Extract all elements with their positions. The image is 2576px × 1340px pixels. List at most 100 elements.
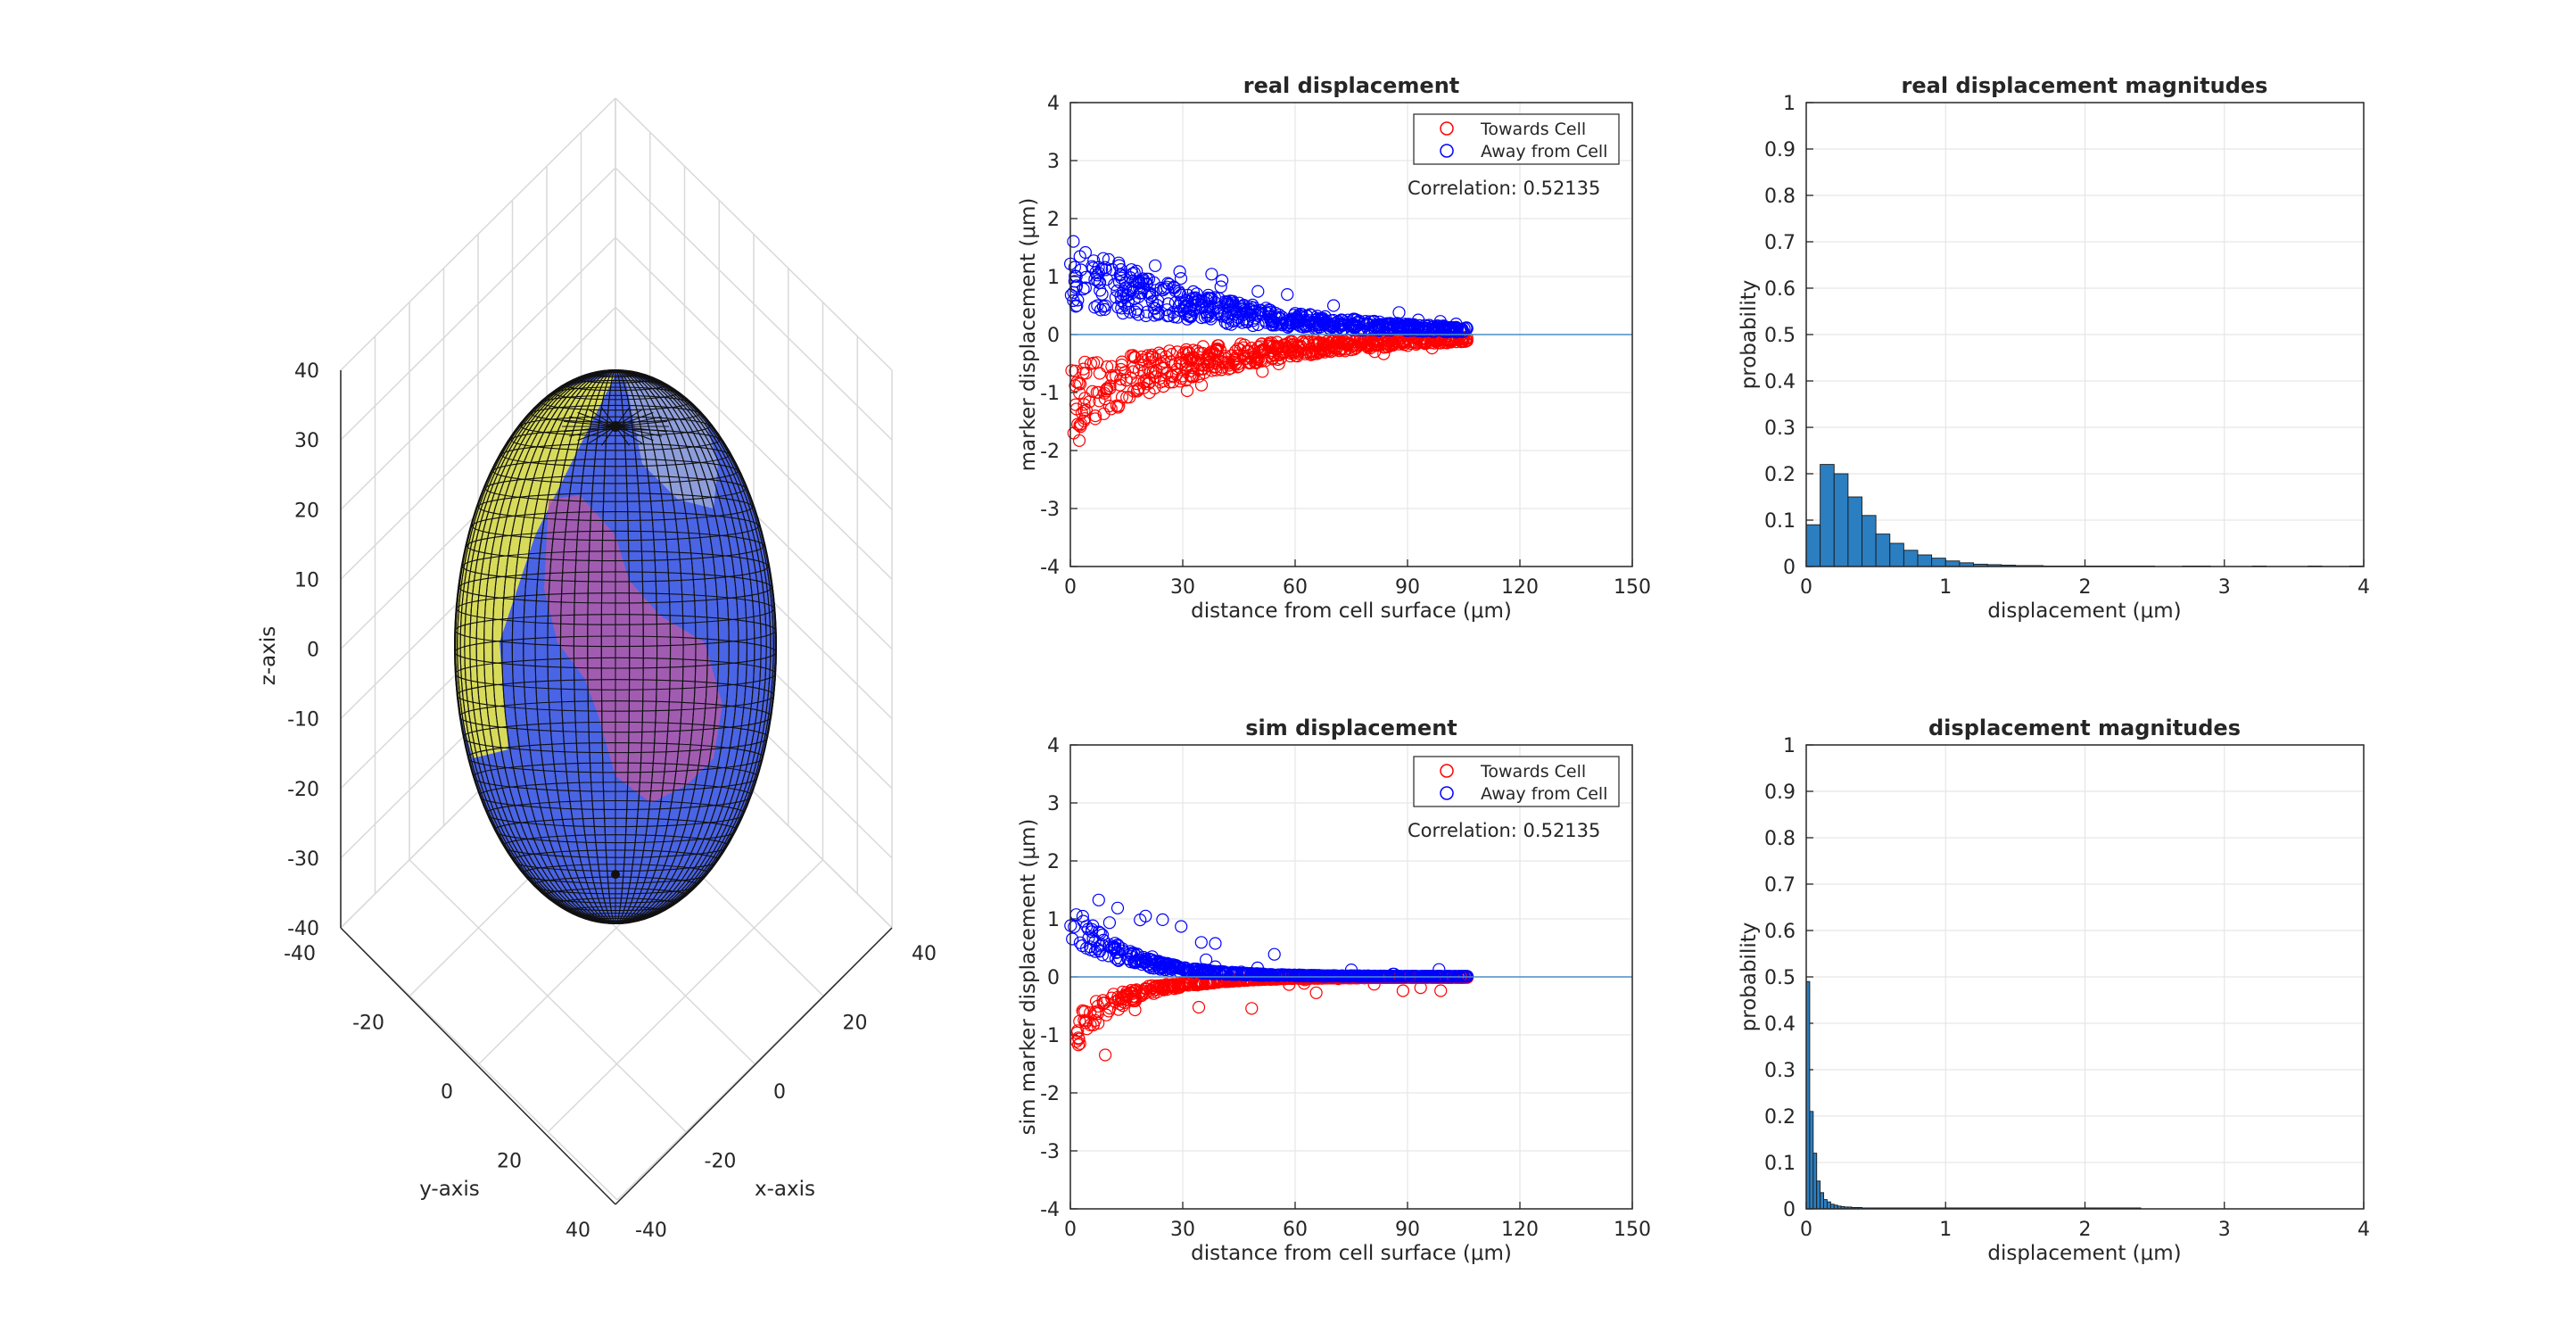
scatter-point — [1157, 374, 1171, 388]
scatter-point — [1190, 287, 1203, 301]
scatter-point — [1092, 385, 1105, 399]
mesh-meridian — [559, 370, 672, 923]
scatter-point — [1071, 294, 1085, 307]
scatter-point — [1068, 275, 1082, 288]
scatter-point — [1292, 968, 1306, 982]
scatter-point — [1267, 947, 1281, 961]
z-tick-label: -10 — [287, 709, 319, 732]
y-tick-label: -40 — [284, 943, 316, 965]
scatter-point — [1384, 318, 1398, 331]
z-tick-label: 10 — [294, 569, 319, 591]
scatter-point — [1163, 376, 1177, 389]
scatter-point — [1084, 357, 1098, 370]
scatter-point — [1383, 317, 1397, 330]
y-tick-labels: 4 3 2 1 0 -1 -2 -3 -4 — [1040, 93, 1060, 579]
x-tick-label: 120 — [1501, 1219, 1539, 1241]
x-axis-label: distance from cell surface (μm) — [1191, 600, 1512, 623]
scatter-point — [1093, 394, 1106, 408]
histogram-bar — [1931, 558, 1946, 567]
x-tick-labels: 0 30 60 90 120 150 — [1064, 1219, 1651, 1241]
scatter-point — [1108, 937, 1122, 950]
3d-floor-grid-line — [340, 927, 618, 1201]
scatter-point — [1072, 1032, 1086, 1046]
histogram-bar — [1823, 1199, 1828, 1210]
scatter-point — [1078, 281, 1093, 294]
scatter-point — [1127, 360, 1141, 374]
scatter-point — [1251, 346, 1265, 360]
mesh-meridian — [534, 370, 697, 923]
scatter-point — [1396, 984, 1410, 997]
scatter-point — [1077, 282, 1090, 296]
scatter-point — [1126, 948, 1139, 962]
scatter-point — [1154, 281, 1168, 294]
scatter-point — [1290, 311, 1304, 325]
scatter-point — [1163, 960, 1177, 973]
scatter-point — [1106, 371, 1119, 385]
scatter-point — [1226, 968, 1239, 981]
x-axis-label: x-axis — [755, 1178, 815, 1201]
scatter-point — [1284, 350, 1297, 363]
y-tick-label: 0.3 — [1764, 418, 1796, 440]
y-tick-label: 3 — [1047, 793, 1060, 815]
scatter-point — [1084, 1005, 1097, 1020]
scatter-point — [1095, 938, 1110, 952]
scatter-point — [1168, 982, 1181, 996]
y-axis-label: sim marker displacement (μm) — [1017, 819, 1040, 1136]
scatter-point — [1173, 980, 1186, 994]
scatter-point — [1099, 299, 1112, 312]
scatter-point — [1237, 338, 1251, 352]
scatter-point — [1185, 292, 1200, 305]
scatter-point — [1068, 920, 1081, 933]
scatter-point — [1320, 969, 1333, 983]
scatter-point — [1201, 291, 1215, 304]
scatter-point — [1066, 932, 1079, 946]
scatter-point — [1278, 338, 1292, 352]
scatter-point — [1358, 969, 1372, 983]
scatter-point — [1391, 318, 1405, 332]
x-tick-labels: 0 1 2 3 4 — [1800, 1219, 2370, 1241]
z-tick-label: -20 — [287, 779, 319, 801]
scatter-point — [1218, 316, 1232, 329]
scatter-point — [1250, 356, 1263, 369]
y-tick-label: 0.8 — [1764, 186, 1796, 208]
y-tick-label: 0.1 — [1764, 1153, 1796, 1175]
x-axis-label: distance from cell surface (μm) — [1191, 1242, 1512, 1265]
y-tick-label: -4 — [1040, 1199, 1060, 1221]
scatter-point — [1221, 311, 1235, 325]
y-tick-label: 1 — [1783, 93, 1796, 115]
scatter-point — [1239, 303, 1252, 317]
scatter-point — [1078, 412, 1092, 426]
axes-frame — [1069, 102, 1633, 567]
scatter-point — [1067, 235, 1080, 248]
y-tick-label: 0.4 — [1764, 1013, 1796, 1036]
scatter-point — [1077, 367, 1090, 380]
y-tick-label: -3 — [1040, 1141, 1060, 1163]
scatter-point — [1105, 262, 1119, 277]
x-tick-label: 0 — [1064, 1219, 1077, 1241]
scatter-point — [1072, 434, 1086, 447]
scatter-point — [1184, 368, 1197, 382]
subplot-real-displacement: 0 30 60 90 120 150 4 3 2 1 0 -1 -2 -3 -4 real displac… — [1017, 73, 1651, 623]
y-tick-label: -3 — [1040, 499, 1060, 521]
x-tick-label: 2 — [2079, 1219, 2092, 1241]
x-tick-label: 60 — [1283, 1219, 1308, 1241]
3d-grid-line — [340, 167, 616, 441]
x-tick-label: 150 — [1614, 576, 1651, 599]
x-tick-label: 90 — [1395, 1219, 1420, 1241]
mesh-pole-line — [568, 416, 616, 427]
subplot-real-displacement-magnitudes: 0 1 2 3 4 1 0.9 0.8 0.7 0.6 0.5 0.4 0.3 0.2 0.1 0 real… — [1738, 73, 2370, 623]
histogram-bar — [1812, 1153, 1818, 1210]
mesh-pole-line — [615, 426, 654, 442]
scatter-point — [1128, 275, 1142, 288]
scatter-point — [1112, 399, 1126, 412]
y-tick-label: 1 — [1047, 267, 1060, 289]
scatter-point — [1131, 308, 1145, 321]
axes-grid — [1805, 744, 2365, 1210]
y-axis-label: probability — [1738, 280, 1761, 390]
scatter-point — [1270, 340, 1284, 353]
x-tick-label: 20 — [843, 1013, 868, 1035]
y-tick-label: 1 — [1783, 735, 1796, 757]
y-tick-label: 0.5 — [1764, 967, 1796, 989]
y-tick-label: 40 — [566, 1220, 590, 1242]
mesh-pole-line — [563, 426, 616, 433]
